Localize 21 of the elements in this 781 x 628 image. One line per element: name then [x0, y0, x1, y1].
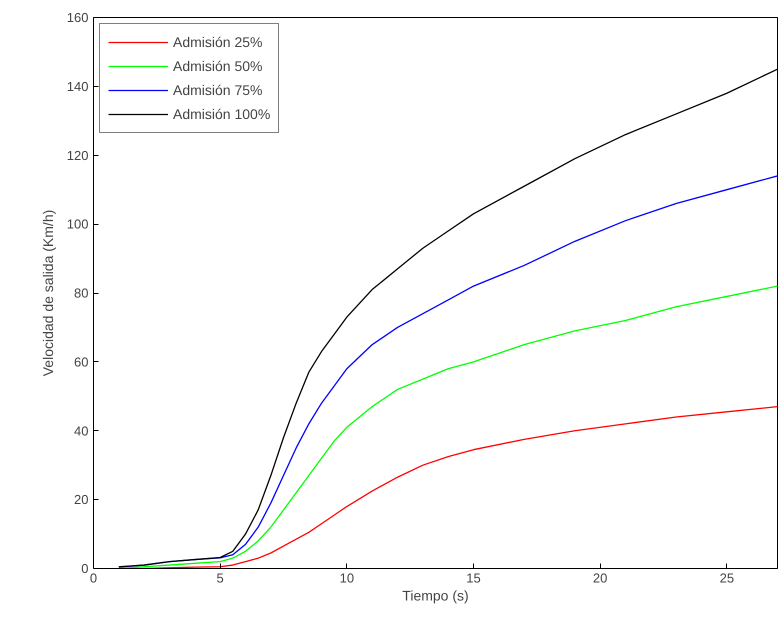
x-tick-label: 25 — [720, 570, 734, 586]
legend-label: Admisión 75% — [173, 82, 262, 98]
y-tick-label: 100 — [66, 216, 89, 232]
y-tick-label: 60 — [74, 354, 89, 370]
x-tick-label: 10 — [340, 570, 354, 586]
x-tick-label: 5 — [216, 570, 224, 586]
y-tick-label: 120 — [66, 148, 89, 163]
legend-label: Admisión 25% — [173, 34, 262, 50]
legend-label: Admisión 50% — [173, 58, 262, 74]
y-tick-label: 80 — [74, 286, 89, 300]
x-tick-label: 20 — [592, 570, 608, 586]
x-axis-title: Tiempo (s) — [402, 588, 469, 604]
legend-label: Admisión 100% — [173, 106, 270, 122]
line-series — [118, 285, 778, 568]
y-tick-label: 40 — [74, 423, 89, 438]
y-tick-label: 0 — [81, 561, 89, 576]
y-tick-label: 140 — [66, 78, 89, 94]
y-tick-label: 160 — [66, 10, 89, 25]
y-axis-title: Velocidad de salida (Km/h) — [40, 210, 56, 376]
x-tick-label: 15 — [466, 570, 481, 586]
y-tick-label: 20 — [74, 492, 89, 508]
